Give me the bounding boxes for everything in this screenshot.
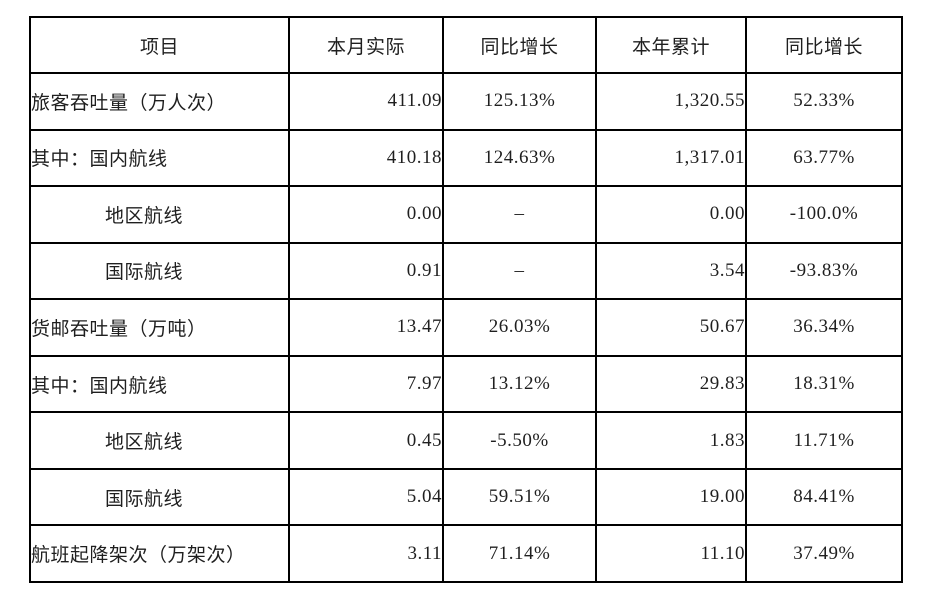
table-row: 其中：国内航线 7.97 13.12% 29.83 18.31%: [29, 354, 903, 414]
cell-month-yoy: 26.03%: [442, 298, 597, 357]
table-row: 货邮吞吐量（万吨） 13.47 26.03% 50.67 36.34%: [29, 298, 903, 357]
cell-month-yoy: 124.63%: [442, 128, 597, 188]
cell-ytd-total: 11.10: [595, 524, 747, 583]
cell-month-actual: 0.91: [288, 241, 444, 301]
table-row: 旅客吞吐量（万人次） 411.09 125.13% 1,320.55 52.33%: [29, 72, 903, 131]
cell-ytd-yoy: -93.83%: [745, 241, 903, 301]
table-row: 地区航线 0.45 -5.50% 1.83 11.71%: [29, 411, 903, 470]
cell-month-actual: 5.04: [288, 467, 444, 527]
cell-ytd-yoy: 36.34%: [745, 298, 903, 357]
row-label: 旅客吞吐量（万人次）: [29, 72, 290, 131]
col-header-month-yoy: 同比增长: [442, 16, 597, 74]
cell-ytd-total: 0.00: [595, 185, 747, 244]
cell-month-yoy: –: [442, 241, 597, 301]
table-row: 航班起降架次（万架次） 3.11 71.14% 11.10 37.49%: [29, 524, 903, 583]
cell-ytd-total: 29.83: [595, 354, 747, 414]
cell-ytd-total: 19.00: [595, 467, 747, 527]
cell-month-yoy: –: [442, 185, 597, 244]
cell-month-yoy: -5.50%: [442, 411, 597, 470]
cell-ytd-total: 1,320.55: [595, 72, 747, 131]
cell-month-actual: 411.09: [288, 72, 444, 131]
col-header-month-actual: 本月实际: [288, 16, 444, 74]
cell-ytd-total: 3.54: [595, 241, 747, 301]
table-row: 地区航线 0.00–0.00 -100.0%: [29, 185, 903, 244]
table-row: 其中：国内航线 410.18 124.63% 1,317.01 63.77%: [29, 128, 903, 188]
cell-month-actual: 0.45: [288, 411, 444, 470]
cell-ytd-yoy: 37.49%: [745, 524, 903, 583]
row-label: 国际航线: [29, 241, 290, 301]
table-row: 国际航线 5.04 59.51% 19.00 84.41%: [29, 467, 903, 527]
cell-ytd-yoy: -100.0%: [745, 185, 903, 244]
cell-month-yoy: 59.51%: [442, 467, 597, 527]
row-label: 货邮吞吐量（万吨）: [29, 298, 290, 357]
row-label: 地区航线: [29, 185, 290, 244]
cell-month-yoy: 71.14%: [442, 524, 597, 583]
row-label: 航班起降架次（万架次）: [29, 524, 290, 583]
cell-ytd-yoy: 52.33%: [745, 72, 903, 131]
table-row: 国际航线 0.91–3.54 -93.83%: [29, 241, 903, 301]
col-header-ytd-yoy: 同比增长: [745, 16, 903, 74]
row-label: 其中：国内航线: [29, 354, 290, 414]
row-label: 国际航线: [29, 467, 290, 527]
cell-month-actual: 0.00: [288, 185, 444, 244]
col-header-item: 项目: [29, 16, 290, 74]
cell-month-actual: 13.47: [288, 298, 444, 357]
cell-ytd-total: 1,317.01: [595, 128, 747, 188]
traffic-stats-table-wrap: 项目 本月实际 同比增长 本年累计 同比增长 旅客吞吐量（万人次） 411.09 1…: [29, 16, 903, 583]
cell-ytd-yoy: 63.77%: [745, 128, 903, 188]
cell-month-actual: 410.18: [288, 128, 444, 188]
cell-ytd-yoy: 18.31%: [745, 354, 903, 414]
cell-month-actual: 3.11: [288, 524, 444, 583]
row-label: 地区航线: [29, 411, 290, 470]
header-row: 项目 本月实际 同比增长 本年累计 同比增长: [29, 16, 903, 74]
cell-month-actual: 7.97: [288, 354, 444, 414]
col-header-ytd-total: 本年累计: [595, 16, 747, 74]
table-body: 旅客吞吐量（万人次） 411.09 125.13% 1,320.55 52.33% 其中：…: [29, 72, 903, 583]
row-label: 其中：国内航线: [29, 128, 290, 188]
cell-ytd-total: 50.67: [595, 298, 747, 357]
cell-month-yoy: 13.12%: [442, 354, 597, 414]
cell-ytd-yoy: 84.41%: [745, 467, 903, 527]
cell-month-yoy: 125.13%: [442, 72, 597, 131]
traffic-stats-table: 项目 本月实际 同比增长 本年累计 同比增长 旅客吞吐量（万人次） 411.09 1…: [29, 16, 903, 583]
cell-ytd-total: 1.83: [595, 411, 747, 470]
cell-ytd-yoy: 11.71%: [745, 411, 903, 470]
